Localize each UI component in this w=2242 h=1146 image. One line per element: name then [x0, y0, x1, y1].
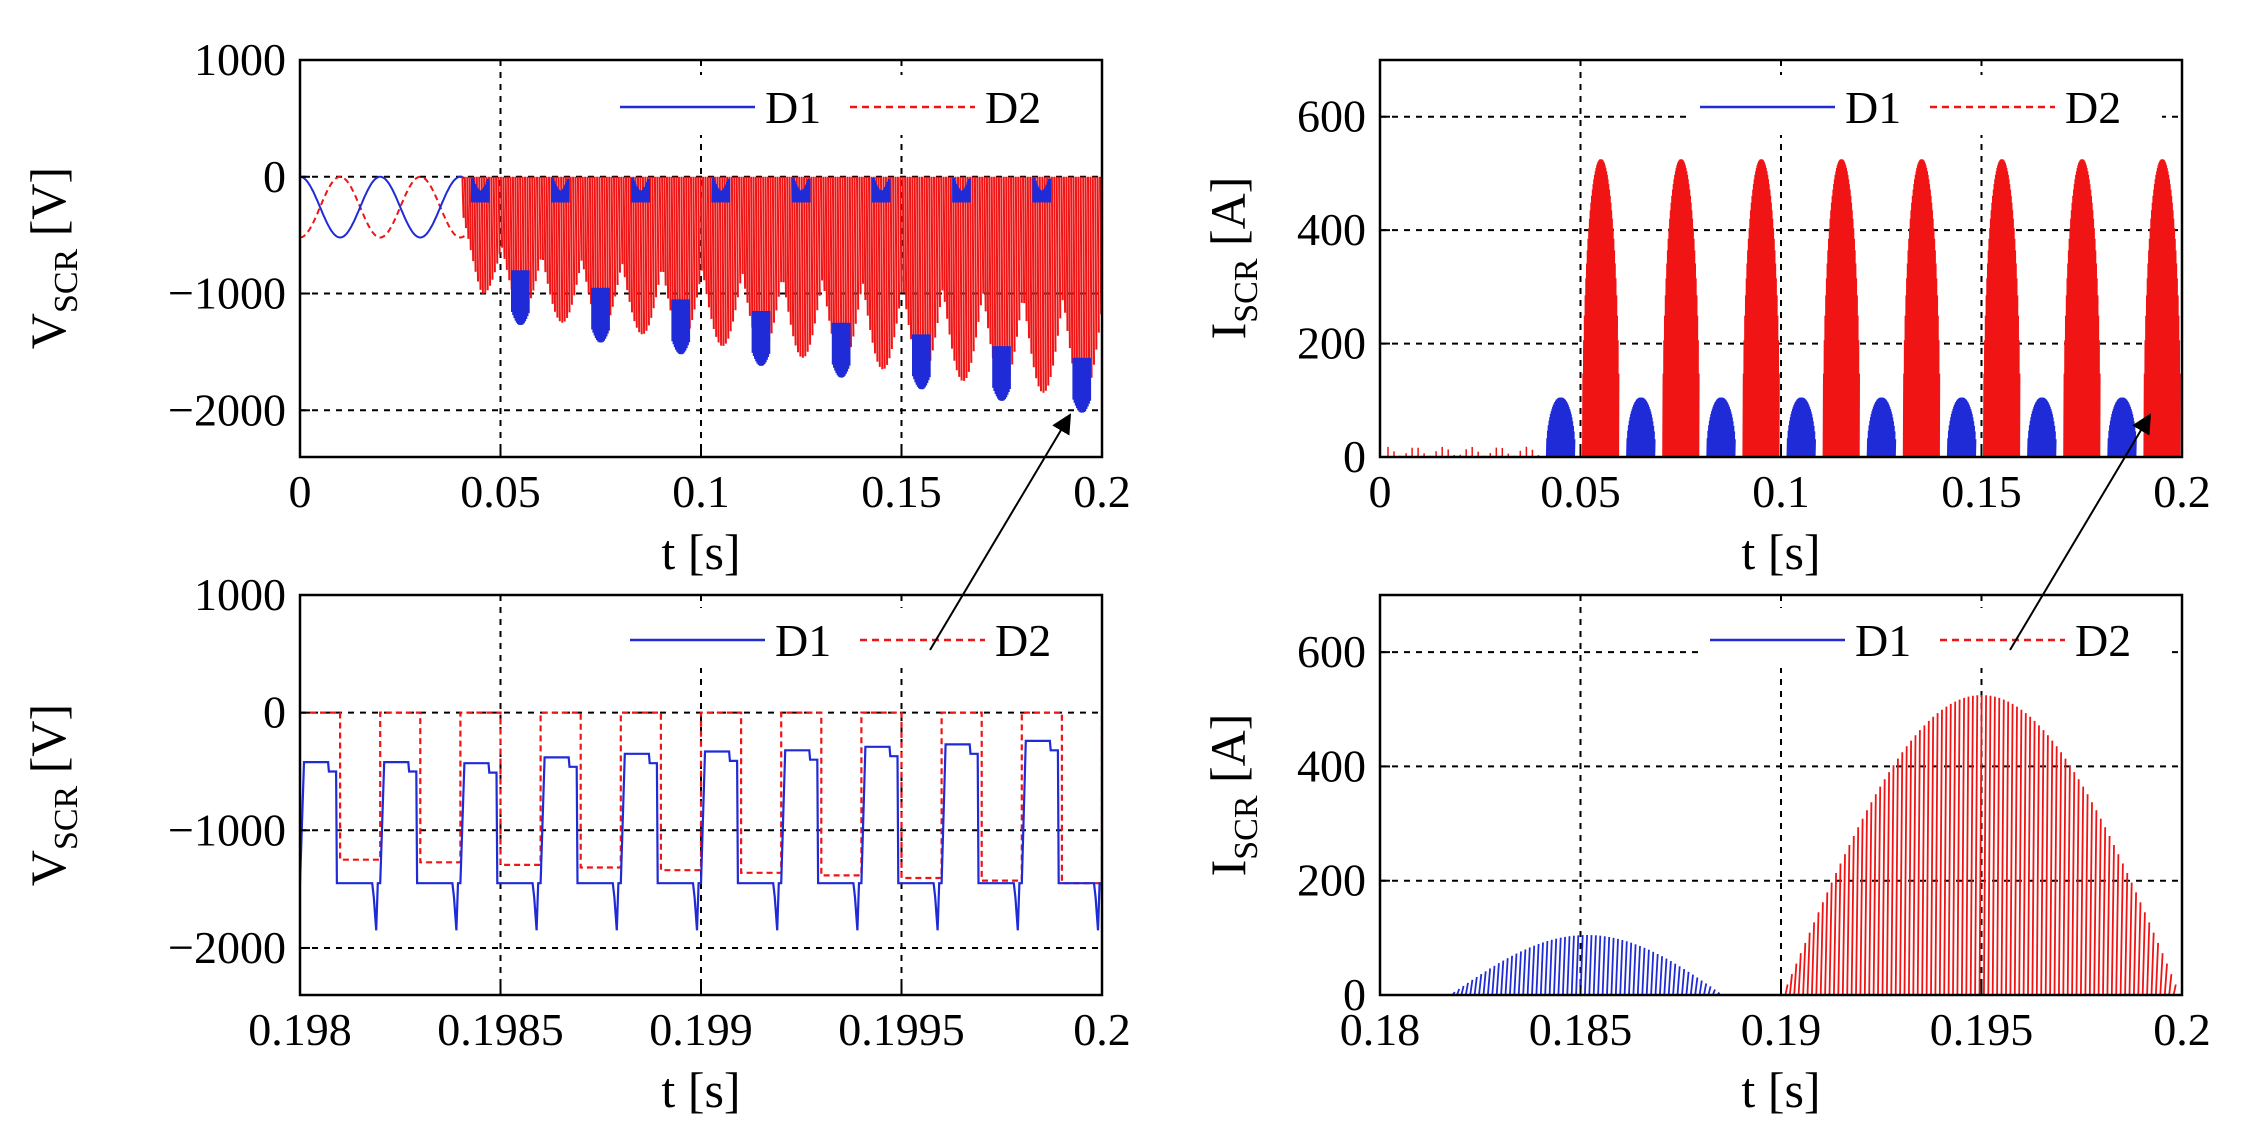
x-tick-label: 0.1	[1752, 466, 1810, 517]
x-axis-label: t [s]	[661, 524, 740, 580]
legend-label-d2: D2	[995, 615, 1051, 666]
y-tick-label: 0	[1343, 431, 1366, 482]
y-tick-label: 0	[263, 151, 286, 202]
x-tick-label: 0.2	[2153, 1004, 2211, 1055]
x-tick-label: 0.1985	[437, 1004, 564, 1055]
zoom-arrow-current	[2009, 413, 2152, 651]
legend-label-d1: D1	[1855, 615, 1911, 666]
legend-label-d2: D2	[985, 82, 1041, 133]
x-axis-label: t [s]	[1741, 1062, 1820, 1118]
series-d2-pulses	[1582, 159, 2181, 457]
x-tick-label: 0.15	[1941, 466, 2022, 517]
y-tick-label: −2000	[168, 922, 286, 973]
y-tick-label: 600	[1297, 91, 1366, 142]
series-d2-prefault	[1387, 446, 1540, 457]
x-tick-label: 0.1995	[838, 1004, 965, 1055]
legend-label-d1: D1	[1845, 82, 1901, 133]
chart-vscr-full: 0 0.05 0.1 0.15 0.2 −2000 −1000 0 1000 t [s] VSCR …	[20, 34, 1131, 580]
x-axis-label: t [s]	[661, 1062, 740, 1118]
y-axis-label: VSCR [V]	[20, 704, 85, 886]
chart-iscr-full: 0 0.05 0.1 0.15 0.2 0 200 400 600 t [s] ISCR [A] D1…	[1200, 58, 2211, 580]
y-tick-label: 200	[1297, 318, 1366, 369]
x-tick-label: 0.19	[1741, 1004, 1822, 1055]
x-tick-label: 0.1	[672, 466, 730, 517]
y-axis-label: ISCR [A]	[1200, 177, 1265, 340]
y-axis-label: ISCR [A]	[1200, 714, 1265, 877]
series-d2-switching	[461, 176, 1102, 399]
x-tick-label: 0.05	[1540, 466, 1621, 517]
x-tick-label: 0.199	[649, 1004, 753, 1055]
y-tick-label: 600	[1297, 626, 1366, 677]
legend-label-d1: D1	[775, 615, 831, 666]
y-tick-label: 1000	[194, 34, 286, 85]
plot-area	[300, 60, 1102, 457]
x-tick-label: 0.2	[1073, 466, 1131, 517]
plot-area	[300, 595, 1102, 995]
zoom-arrow-voltage	[929, 413, 1072, 651]
legend-label-d2: D2	[2075, 615, 2131, 666]
x-tick-label: 0.198	[248, 1004, 352, 1055]
y-tick-label: 1000	[194, 569, 286, 620]
x-tick-label: 0.2	[2153, 466, 2211, 517]
x-tick-label: 0.18	[1340, 1004, 1421, 1055]
legend: D1 D2	[612, 75, 1082, 135]
chart-vscr-zoom: 0.198 0.1985 0.199 0.1995 0.2 −2000 −1000 0 1000…	[20, 569, 1131, 1118]
x-tick-label: 0.05	[460, 466, 541, 517]
x-tick-label: 0	[1369, 466, 1392, 517]
y-tick-label: 0	[1343, 969, 1366, 1020]
legend-label-d1: D1	[765, 82, 821, 133]
legend: D1 D2	[622, 608, 1092, 668]
y-tick-label: −1000	[168, 268, 286, 319]
series-d2-prefault	[300, 175, 465, 239]
y-tick-label: −2000	[168, 384, 286, 435]
y-tick-label: −1000	[168, 804, 286, 855]
legend: D1 D2	[1692, 75, 2162, 135]
legend-label-d2: D2	[2065, 82, 2121, 133]
series-d1-prefault	[300, 175, 465, 239]
series-d1-pulses	[1545, 397, 2137, 457]
series-d1-switching	[470, 177, 1092, 413]
x-axis-label: t [s]	[1741, 524, 1820, 580]
x-tick-label: 0.15	[861, 466, 942, 517]
y-tick-label: 200	[1297, 855, 1366, 906]
x-tick-label: 0.185	[1529, 1004, 1633, 1055]
y-tick-label: 400	[1297, 740, 1366, 791]
chart-iscr-zoom: 0.18 0.185 0.19 0.195 0.2 0 200 400 600 t [s] ISCR…	[1200, 593, 2211, 1118]
series-d1	[300, 739, 1102, 931]
series-d2	[300, 711, 1102, 885]
y-axis-label: VSCR [V]	[20, 167, 85, 349]
series-d2	[1781, 694, 2181, 995]
y-tick-label: 400	[1297, 204, 1366, 255]
legend: D1 D2	[1702, 608, 2172, 668]
x-tick-label: 0	[289, 466, 312, 517]
series-d1	[1448, 934, 1721, 995]
y-tick-label: 0	[263, 687, 286, 738]
x-tick-label: 0.195	[1930, 1004, 2034, 1055]
x-tick-label: 0.2	[1073, 1004, 1131, 1055]
